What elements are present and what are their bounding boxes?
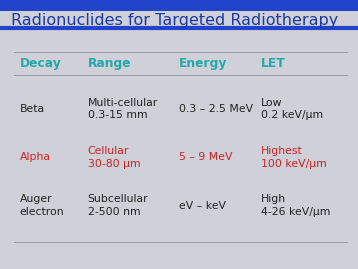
Text: Energy: Energy — [179, 57, 227, 70]
Text: Auger
electron: Auger electron — [20, 194, 64, 217]
Text: Decay: Decay — [20, 57, 62, 70]
Text: Highest
100 keV/μm: Highest 100 keV/μm — [261, 146, 327, 169]
Text: LET: LET — [261, 57, 286, 70]
Text: Low
0.2 keV/μm: Low 0.2 keV/μm — [261, 98, 324, 120]
Text: 5 – 9 MeV: 5 – 9 MeV — [179, 152, 232, 162]
Text: Range: Range — [88, 57, 131, 70]
Text: High
4-26 keV/μm: High 4-26 keV/μm — [261, 194, 331, 217]
Text: eV – keV: eV – keV — [179, 201, 226, 211]
Text: Alpha: Alpha — [20, 152, 51, 162]
Text: Subcellular
2-500 nm: Subcellular 2-500 nm — [88, 194, 148, 217]
Text: Radionuclides for Targeted Radiotherapy: Radionuclides for Targeted Radiotherapy — [11, 13, 338, 28]
Text: 0.3 – 2.5 MeV: 0.3 – 2.5 MeV — [179, 104, 253, 114]
Text: Cellular
30-80 μm: Cellular 30-80 μm — [88, 146, 140, 169]
Text: Multi-cellular
0.3-15 mm: Multi-cellular 0.3-15 mm — [88, 98, 158, 120]
Text: Beta: Beta — [20, 104, 45, 114]
Bar — [0, 0, 358, 11]
